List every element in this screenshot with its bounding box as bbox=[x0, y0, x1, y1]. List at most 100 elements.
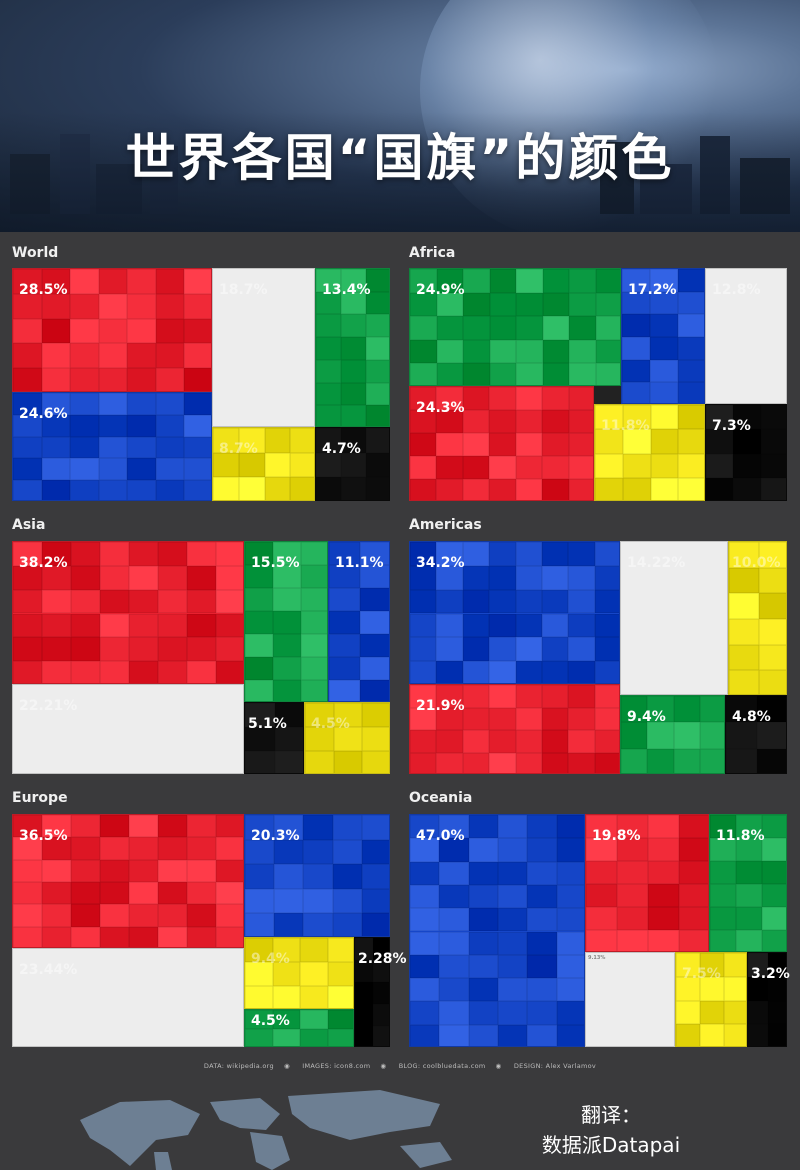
segment-tile bbox=[158, 661, 187, 683]
segment-tile bbox=[515, 387, 543, 410]
segment-tile bbox=[158, 837, 187, 860]
panel-label-world: World bbox=[12, 245, 59, 261]
credit-blog: BLOG: coolbluedata.com bbox=[398, 1062, 486, 1070]
segment-tile bbox=[541, 685, 569, 708]
segment-tile bbox=[541, 661, 569, 683]
segment-tile bbox=[678, 291, 704, 315]
segment-tile bbox=[498, 931, 528, 955]
segment-tile bbox=[366, 314, 389, 338]
segment-tile bbox=[489, 661, 516, 683]
segment-tile bbox=[768, 953, 786, 977]
segment-tile bbox=[516, 269, 543, 293]
segment-tile bbox=[699, 748, 724, 773]
segment-tile bbox=[13, 613, 42, 638]
segment-percent-label: 9.13% bbox=[588, 955, 606, 961]
segment-tile bbox=[13, 542, 42, 566]
segment-tile bbox=[98, 436, 128, 459]
segment-tile bbox=[622, 477, 651, 500]
segment-percent-label: 8.7% bbox=[219, 441, 258, 457]
segment-black bbox=[315, 427, 390, 501]
segment-tile bbox=[621, 696, 648, 723]
segment-tile bbox=[13, 458, 42, 481]
segment-tile bbox=[541, 565, 569, 590]
segment-tile bbox=[650, 453, 679, 478]
segment-tile bbox=[498, 884, 528, 909]
segment-tile bbox=[678, 314, 704, 337]
segment-tile bbox=[98, 393, 128, 415]
segment-tile bbox=[301, 542, 327, 565]
segment-tile bbox=[679, 907, 708, 930]
segment-tile bbox=[158, 926, 187, 947]
segment-percent-label: 24.3% bbox=[416, 400, 465, 416]
segment-white bbox=[585, 952, 675, 1047]
segment-tile bbox=[439, 815, 469, 839]
segment-white bbox=[705, 268, 787, 404]
segment-tile bbox=[41, 269, 71, 294]
segment-tile bbox=[273, 634, 301, 657]
segment-tile bbox=[498, 908, 528, 932]
segment-tile bbox=[594, 707, 619, 730]
segment-tile bbox=[13, 815, 42, 838]
segment-tile bbox=[274, 913, 304, 936]
segment-tile bbox=[129, 589, 158, 614]
segment-tile bbox=[300, 986, 328, 1008]
segment-tile bbox=[316, 428, 341, 453]
segment-tile bbox=[650, 429, 679, 454]
segment-tile bbox=[515, 565, 542, 590]
segment-percent-label: 23.44% bbox=[19, 962, 78, 978]
segment-red bbox=[12, 541, 244, 684]
segment-percent-label: 11.1% bbox=[335, 555, 384, 571]
segment-percent-label: 18.7% bbox=[219, 282, 268, 298]
page-title: 世界各国“国旗”的颜色 bbox=[125, 129, 675, 187]
segment-tile bbox=[710, 861, 736, 884]
segment-white bbox=[212, 268, 315, 427]
segment-tile bbox=[436, 410, 463, 433]
segment-tile bbox=[273, 680, 301, 701]
segment-tile bbox=[556, 815, 584, 839]
segment-tile bbox=[436, 661, 463, 683]
segment-tile bbox=[155, 458, 185, 481]
segment-tile bbox=[439, 1024, 469, 1046]
segment-tile bbox=[301, 565, 327, 588]
treemap-asia: 38.2% 15.5% 11.1% 22.21% 5.1% 4.5% bbox=[12, 541, 390, 774]
segment-tile bbox=[71, 589, 100, 614]
segment-tile bbox=[463, 339, 490, 364]
segment-tile bbox=[70, 269, 99, 294]
segment-tile bbox=[462, 387, 490, 410]
segment-tile bbox=[158, 613, 187, 638]
segment-tile bbox=[155, 480, 185, 500]
segment-percent-label: 34.2% bbox=[416, 555, 465, 571]
segment-tile bbox=[758, 593, 786, 619]
segment-tile bbox=[329, 680, 360, 701]
segment-tile bbox=[556, 838, 584, 862]
segment-tile bbox=[617, 838, 648, 861]
segment-tile bbox=[238, 428, 265, 453]
segment-tile bbox=[710, 838, 736, 861]
segment-tile bbox=[439, 978, 469, 1002]
segment-tile bbox=[70, 414, 99, 437]
segment-tile bbox=[127, 318, 156, 344]
segment-tile bbox=[216, 882, 243, 905]
segment-tile bbox=[272, 962, 300, 986]
segment-percent-label: 38.2% bbox=[19, 555, 68, 571]
segment-tile bbox=[468, 1001, 498, 1025]
segment-tile bbox=[216, 542, 243, 566]
segment-tile bbox=[724, 953, 746, 977]
segment-tile bbox=[127, 343, 156, 369]
segment-tile bbox=[341, 314, 366, 338]
segment-tile bbox=[98, 293, 128, 319]
segment-tile bbox=[594, 730, 619, 753]
segment-tile bbox=[341, 382, 366, 406]
segment-tile bbox=[187, 613, 216, 638]
segment-tile bbox=[274, 839, 304, 865]
segment-tile bbox=[316, 405, 341, 426]
segment-tile bbox=[436, 637, 463, 662]
segment-tile bbox=[569, 339, 596, 364]
segment-tile bbox=[13, 637, 42, 662]
segment-tile bbox=[647, 748, 674, 773]
segment-tile bbox=[462, 410, 490, 433]
segment-tile bbox=[129, 837, 158, 860]
segment-tile bbox=[41, 318, 71, 344]
segment-tile bbox=[733, 405, 761, 430]
segment-tile bbox=[184, 458, 211, 481]
